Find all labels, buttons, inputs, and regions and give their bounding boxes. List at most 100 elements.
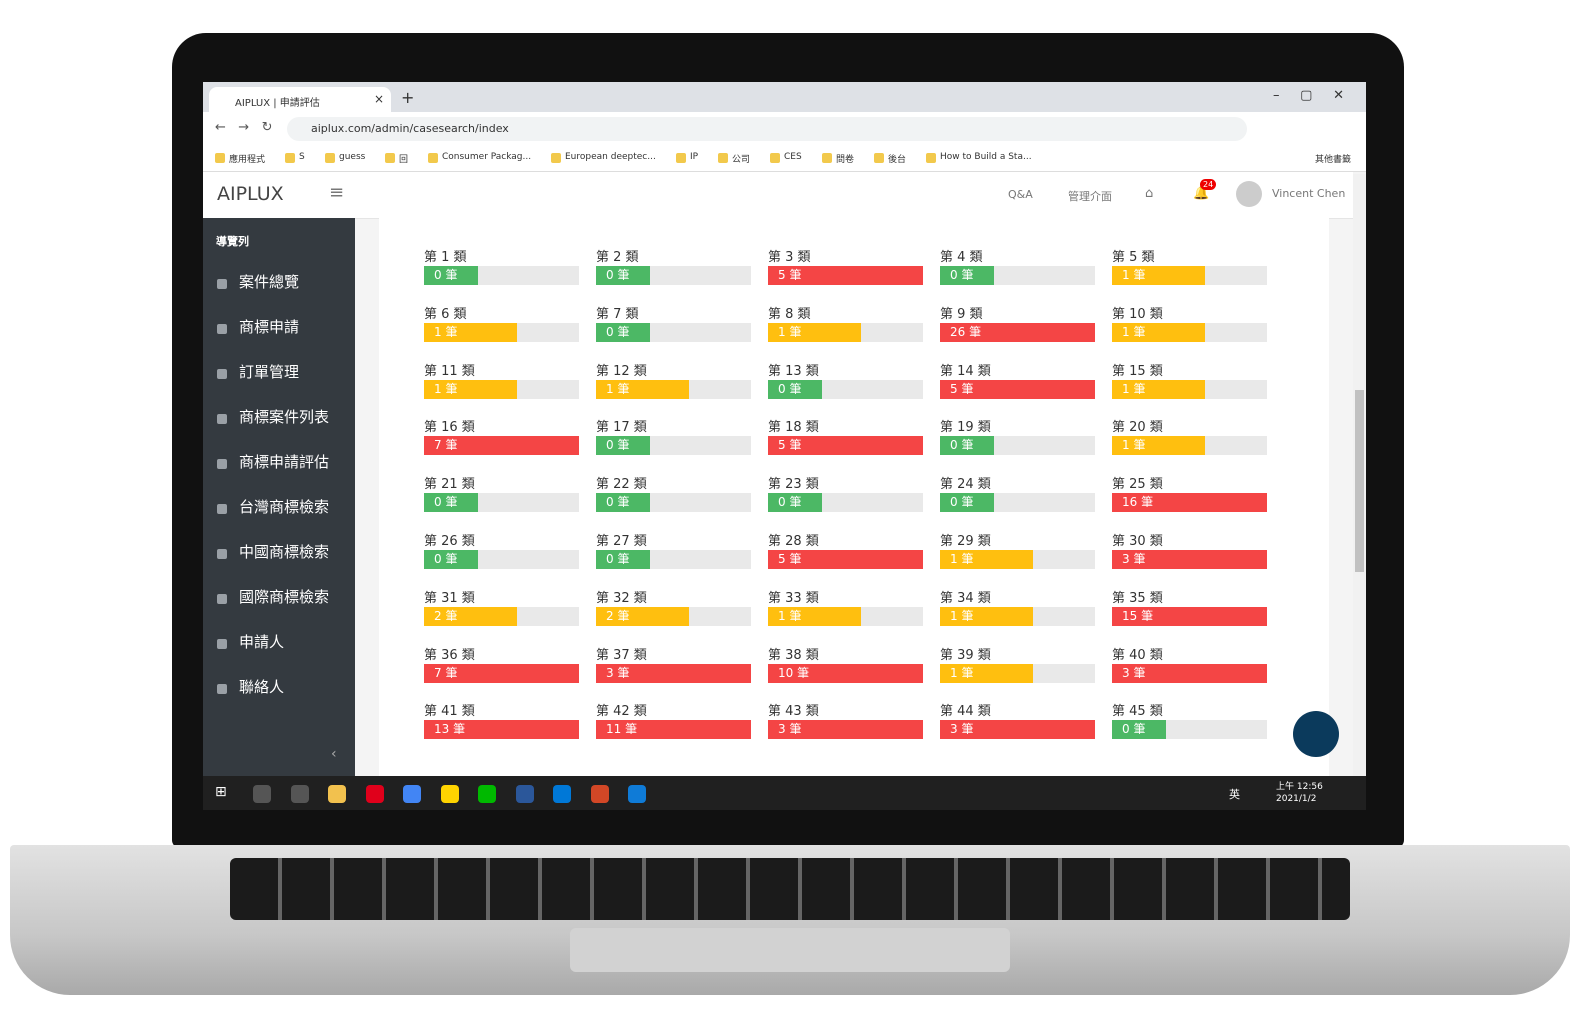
count-bar[interactable]: 0 筆: [596, 322, 651, 342]
count-bar[interactable]: 16 筆: [1112, 493, 1267, 513]
omnibox[interactable]: aiplux.com/admin/casesearch/index: [287, 117, 1247, 141]
taskbar-app[interactable]: [515, 785, 534, 803]
count-bar[interactable]: 2 筆: [424, 606, 517, 626]
count-bar[interactable]: 3 筆: [940, 720, 1095, 740]
tab[interactable]: AIPLUX | 申請評估 ×: [209, 87, 391, 112]
touchpad: [570, 928, 1010, 972]
count-bar[interactable]: 3 筆: [768, 720, 923, 740]
nav-link[interactable]: Q&A: [1008, 188, 1033, 201]
nav-item[interactable]: 中國商標檢索: [239, 543, 330, 561]
count-bar[interactable]: 1 筆: [768, 322, 861, 342]
bookmark[interactable]: IP: [690, 152, 699, 162]
bookmark[interactable]: 後台: [888, 155, 907, 165]
count-bar[interactable]: 0 筆: [940, 493, 995, 513]
count-bar[interactable]: 10 筆: [768, 663, 923, 683]
count-bar[interactable]: 26 筆: [940, 322, 1095, 342]
count-bar[interactable]: 1 筆: [940, 606, 1033, 626]
avatar[interactable]: [1236, 181, 1262, 207]
count-bar[interactable]: 1 筆: [1112, 266, 1205, 285]
start-button[interactable]: ⊞: [215, 784, 227, 800]
new-tab[interactable]: +: [401, 88, 415, 107]
count-bar[interactable]: 7 筆: [424, 436, 579, 456]
class-label: 第 18 類: [768, 420, 819, 436]
count-bar[interactable]: 1 筆: [1112, 379, 1205, 399]
bookmark[interactable]: 公司: [732, 155, 751, 165]
nav-link[interactable]: 管理介面: [1068, 190, 1112, 203]
nav-item[interactable]: 商標申請: [239, 318, 300, 336]
count-bar[interactable]: 5 筆: [768, 266, 923, 285]
bookmark[interactable]: CES: [784, 152, 802, 162]
count-bar[interactable]: 13 筆: [424, 720, 579, 740]
nav-item[interactable]: 商標申請評估: [239, 453, 330, 471]
clock-time: 上午 12:56: [1276, 782, 1323, 792]
bookmark[interactable]: Consumer Packag...: [442, 152, 532, 162]
count-bar[interactable]: 0 筆: [424, 550, 479, 569]
count-bar[interactable]: 0 筆: [596, 266, 651, 285]
taskbar-app[interactable]: [590, 785, 609, 803]
nav-item[interactable]: 案件總覽: [239, 273, 300, 291]
bookmark[interactable]: How to Build a Sta...: [940, 152, 1032, 162]
user-name[interactable]: Vincent Chen: [1272, 187, 1346, 200]
nav-item[interactable]: 國際商標檢索: [239, 588, 330, 606]
count-bar[interactable]: 0 筆: [596, 550, 651, 569]
nav-item[interactable]: 台灣商標檢索: [239, 498, 330, 516]
bookmark[interactable]: 應用程式: [229, 155, 266, 165]
taskbar-app[interactable]: [478, 785, 496, 803]
nav-item[interactable]: 申請人: [239, 633, 285, 651]
count-bar[interactable]: 2 筆: [596, 606, 689, 626]
count-bar[interactable]: 7 筆: [424, 663, 579, 683]
taskbar-app[interactable]: [628, 785, 646, 803]
bookmark[interactable]: S: [299, 152, 305, 162]
menu-toggle[interactable]: ≡: [329, 182, 345, 203]
count-bar[interactable]: 1 筆: [424, 322, 517, 342]
count-bar[interactable]: 3 筆: [596, 663, 751, 683]
window-controls[interactable]: – ▢ ✕: [1273, 88, 1344, 103]
count-bar[interactable]: 11 筆: [596, 720, 751, 740]
count-bar[interactable]: 0 筆: [940, 266, 995, 285]
count-bar[interactable]: 0 筆: [768, 379, 823, 399]
bookmark[interactable]: 問卷: [836, 155, 855, 165]
count-bar[interactable]: 0 筆: [424, 493, 479, 513]
count-bar[interactable]: 3 筆: [1112, 663, 1267, 683]
count-bar[interactable]: 5 筆: [940, 379, 1095, 399]
bar-track: 1 筆: [1112, 379, 1267, 399]
count-bar[interactable]: 5 筆: [768, 550, 923, 569]
count-bar[interactable]: 0 筆: [424, 266, 479, 285]
bookmark[interactable]: guess: [339, 152, 366, 162]
tab-close[interactable]: ×: [374, 92, 385, 106]
bookmark[interactable]: European deeptec...: [565, 152, 656, 162]
count-bar[interactable]: 1 筆: [1112, 436, 1205, 456]
count-bar[interactable]: 0 筆: [596, 436, 651, 456]
count-bar[interactable]: 0 筆: [1112, 720, 1167, 740]
nav-item[interactable]: 聯絡人: [239, 678, 285, 696]
nav-item[interactable]: 訂單管理: [239, 363, 300, 381]
taskbar-app[interactable]: [403, 785, 421, 803]
count-bar[interactable]: 1 筆: [596, 379, 689, 399]
taskbar-app[interactable]: [328, 785, 346, 803]
logo[interactable]: AIPLUX: [217, 183, 284, 205]
bookmark[interactable]: 回: [399, 155, 409, 165]
chat-button[interactable]: [1293, 711, 1339, 757]
count-bar[interactable]: 5 筆: [768, 436, 923, 456]
count-bar[interactable]: 1 筆: [940, 550, 1033, 569]
count-bar[interactable]: 0 筆: [768, 493, 823, 513]
nav-buttons[interactable]: ← → ↻: [215, 120, 273, 135]
count-bar[interactable]: 15 筆: [1112, 606, 1267, 626]
count-bar[interactable]: 3 筆: [1112, 550, 1267, 569]
count-bar[interactable]: 1 筆: [940, 663, 1033, 683]
count-bar[interactable]: 0 筆: [596, 493, 651, 513]
count-bar[interactable]: 1 筆: [768, 606, 861, 626]
taskbar-app[interactable]: [365, 785, 384, 803]
count-bar[interactable]: 1 筆: [424, 379, 517, 399]
taskbar-app[interactable]: [290, 785, 309, 803]
other-bookmarks[interactable]: 其他書籤: [1315, 155, 1352, 165]
taskbar-app[interactable]: [553, 785, 571, 803]
count-bar[interactable]: 1 筆: [1112, 322, 1205, 342]
taskbar-app[interactable]: [440, 785, 459, 803]
home-icon[interactable]: ⌂: [1145, 186, 1154, 201]
collapse[interactable]: ‹: [331, 746, 337, 762]
taskbar-app[interactable]: [253, 785, 271, 803]
nav-item[interactable]: 商標案件列表: [239, 408, 330, 426]
count-bar[interactable]: 0 筆: [940, 436, 995, 456]
class-label: 第 34 類: [940, 590, 991, 606]
